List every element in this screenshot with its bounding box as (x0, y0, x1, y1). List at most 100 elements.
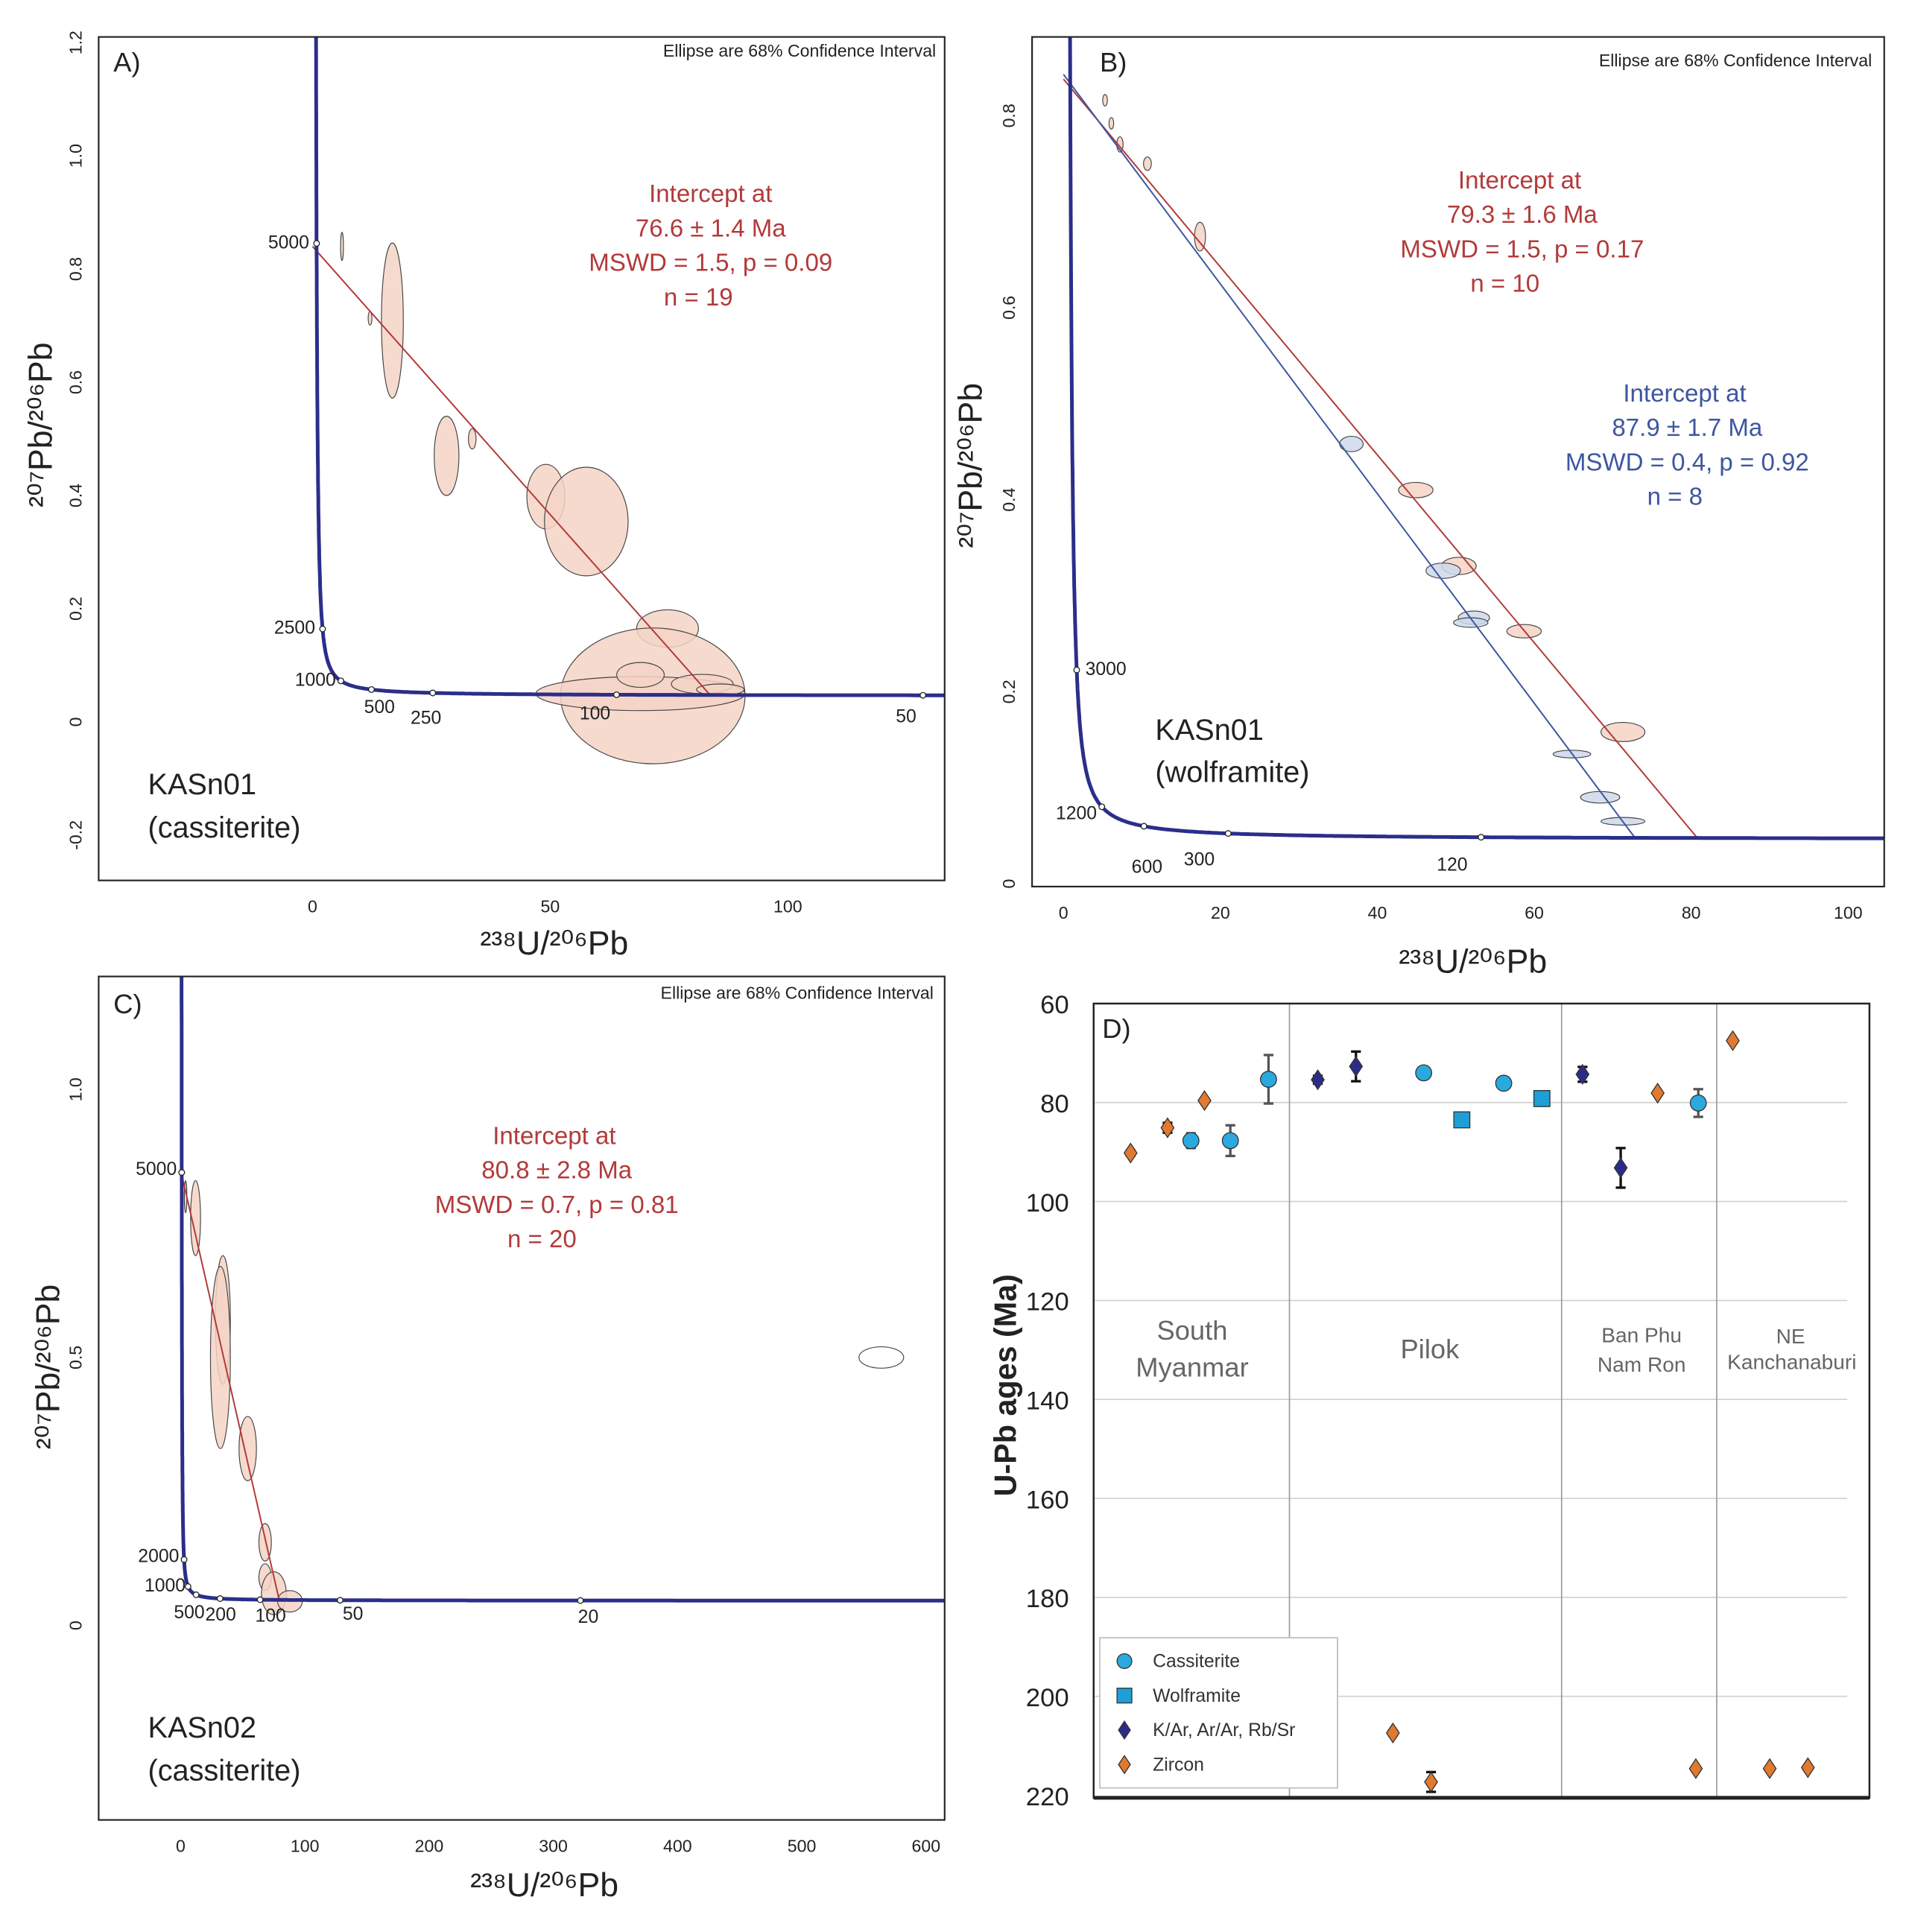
x-tick-label: 100 (1834, 903, 1863, 922)
x-tick-label: 200 (415, 1837, 444, 1856)
error-ellipse (238, 1416, 257, 1481)
y-tick-label: 0 (999, 879, 1019, 889)
zircon-marker (1123, 1142, 1138, 1164)
zircon-marker (1118, 1755, 1131, 1775)
intercept-text: n = 19 (664, 284, 733, 311)
panel-label: B) (1100, 47, 1127, 77)
concordia-age-marker (1073, 666, 1080, 674)
concordia-age-marker (337, 677, 344, 685)
cassiterite-marker (1116, 1653, 1133, 1669)
wolframite-marker (1116, 1688, 1133, 1704)
kar-marker (1118, 1720, 1131, 1741)
x-tick-label: 60 (1525, 903, 1544, 922)
x-tick-label: 500 (788, 1837, 817, 1856)
concordia-curve (1068, 37, 1884, 840)
panel-label: A) (113, 47, 140, 77)
error-ellipse (616, 662, 665, 688)
x-tick-label: 100 (291, 1837, 320, 1856)
x-tick-label: 0 (1059, 903, 1069, 922)
legend: Cassiterite Wolframite K/Ar, Ar/Ar, Rb/Sr Z… (1099, 1637, 1338, 1789)
intercept-text: n = 20 (507, 1226, 577, 1253)
error-ellipse (1108, 117, 1115, 130)
group-label: NE (1776, 1325, 1805, 1348)
confidence-note: Ellipse are 68% Confidence Interval (1599, 51, 1872, 70)
x-tick-label: 20 (1211, 903, 1230, 922)
intercept-text-blue: n = 8 (1647, 484, 1703, 511)
error-ellipse (544, 466, 629, 577)
legend-label: Cassiterite (1153, 1652, 1240, 1672)
y-tick-label: 0 (66, 1621, 85, 1630)
concordia-age-label: 50 (896, 707, 916, 727)
cassiterite-marker (1221, 1132, 1239, 1150)
concordia-age-label: 2500 (274, 618, 315, 639)
cassiterite-marker (1415, 1064, 1433, 1082)
concordia-age-marker (256, 1596, 264, 1603)
y-tick-label: 0.6 (66, 370, 85, 394)
group-label: Myanmar (1136, 1352, 1248, 1383)
y-tick-label: 0.5 (66, 1346, 85, 1369)
x-tick-label: 0 (176, 1837, 186, 1856)
zircon-marker (1424, 1771, 1438, 1793)
intercept-text: 80.8 ± 2.8 Ma (481, 1157, 632, 1185)
concordia-curve (180, 976, 945, 1603)
concordia-age-marker (577, 1597, 584, 1604)
intercept-text: Intercept at (493, 1122, 615, 1150)
concordia-age-label: 5000 (136, 1159, 177, 1179)
x-tick-label: 40 (1368, 903, 1387, 922)
intercept-text-red: MSWD = 1.5, p = 0.17 (1400, 235, 1644, 263)
sample-mineral: (wolframite) (1155, 756, 1309, 788)
concordia-age-label: 20 (578, 1607, 599, 1627)
cassiterite-marker (1182, 1132, 1200, 1150)
kar-marker (1575, 1063, 1590, 1085)
y-tick-label: 0.4 (66, 484, 85, 507)
intercept-text: MSWD = 1.5, p = 0.09 (589, 250, 832, 277)
y-tick-label: 0.4 (999, 487, 1019, 511)
plot-frame (1031, 36, 1885, 887)
error-ellipse (1398, 481, 1434, 498)
plot-area (1063, 37, 1884, 841)
concordia-age-marker (1478, 834, 1485, 841)
plot-frame (98, 975, 946, 1821)
legend-label: Zircon (1153, 1755, 1204, 1776)
concordia-age-marker (319, 625, 326, 633)
y-axis-label: ²⁰⁷Pb/²⁰⁶Pb (31, 1285, 67, 1450)
zircon-marker (1762, 1758, 1777, 1779)
concordia-age-label: 500 (364, 697, 395, 718)
x-tick-label: 100 (773, 897, 802, 916)
concordia-age-label: 1200 (1056, 803, 1097, 823)
cassiterite-marker (1260, 1071, 1277, 1088)
y-tick-label: 120 (1026, 1288, 1069, 1317)
concordia-age-marker (192, 1591, 200, 1598)
y-axis-label: ²⁰⁷Pb/²⁰⁶Pb (952, 383, 989, 548)
group-label: Pilok (1401, 1334, 1460, 1364)
concordia-age-marker (216, 1595, 224, 1602)
legend-label: Wolframite (1153, 1686, 1241, 1706)
concordia-age-marker (180, 1556, 188, 1563)
zircon-marker (1160, 1117, 1175, 1138)
y-tick-label: 0.8 (66, 257, 85, 281)
x-tick-label: 400 (663, 1837, 692, 1856)
error-ellipse (209, 1266, 231, 1449)
legend-box (1099, 1637, 1338, 1789)
confidence-note: Ellipse are 68% Confidence Interval (663, 41, 936, 60)
discordia-line-red (311, 246, 711, 696)
y-tick-label: 100 (1026, 1189, 1069, 1217)
cassiterite-marker (1495, 1074, 1513, 1092)
y-tick-label: 0.8 (999, 104, 1019, 127)
concordia-age-label: 1000 (295, 670, 336, 690)
intercept-text-blue: Intercept at (1623, 380, 1746, 408)
concordia-age-label: 300 (1184, 850, 1215, 870)
legend-label: K/Ar, Ar/Ar, Rb/Sr (1153, 1720, 1295, 1741)
concordia-age-label: 3000 (1086, 659, 1127, 680)
discordia-line-blue (1063, 74, 1636, 839)
zircon-marker (1385, 1722, 1400, 1743)
y-axis-label: U-Pb ages (Ma) (989, 1274, 1023, 1496)
y-tick-label: 0.2 (66, 597, 85, 621)
wolframite-marker (1453, 1111, 1471, 1129)
intercept-text: MSWD = 0.7, p = 0.81 (435, 1191, 679, 1219)
error-ellipse (381, 242, 404, 399)
zircon-marker (1197, 1089, 1212, 1112)
concordia-age-label: 100 (580, 703, 610, 723)
y-tick-label: 80 (1040, 1090, 1069, 1118)
